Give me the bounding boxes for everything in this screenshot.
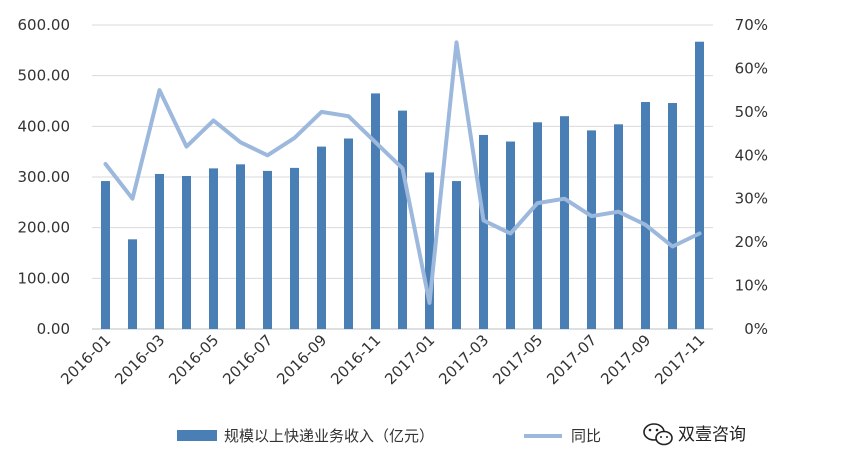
y-tick-label: 300.00 [18,168,71,186]
bar [479,134,488,329]
x-tick-label: 2017-03 [435,331,492,388]
y2-tick-label: 60% [735,59,768,77]
x-tick-label: 2017-11 [651,331,708,388]
x-tick-label: 2017-05 [489,331,546,388]
bar [452,181,461,329]
watermark: 双壹咨询 [643,423,746,446]
y-tick-label: 100.00 [18,269,71,287]
y-tick-label: 0.00 [37,320,70,338]
y2-tick-label: 10% [735,277,768,295]
y-tick-label: 600.00 [18,16,71,34]
x-tick-label: 2017-09 [597,331,654,388]
bar [533,122,542,329]
y-tick-label: 200.00 [18,219,71,237]
y2-tick-label: 50% [735,103,768,121]
legend-bar-swatch [177,430,217,441]
legend: 规模以上快递业务收入（亿元） 同比 [177,427,601,445]
bar [398,110,407,329]
y-tick-label: 500.00 [18,67,71,85]
left-axis-ticks: 0.00 100.00 200.00 300.00 400.00 500.00 600.00 [18,16,71,338]
bar [695,41,704,329]
y-tick-label: 400.00 [18,117,71,135]
bar [587,130,596,329]
bar [344,138,353,329]
y2-tick-label: 40% [735,146,768,164]
bar [614,124,623,329]
bar [371,93,380,330]
wechat-icon [643,423,673,446]
bar [128,239,137,329]
bar-series [101,41,704,330]
x-axis-ticks: 2016-012016-032016-052016-072016-092016-… [57,331,708,388]
bar [209,168,218,329]
right-axis-ticks: 0% 10% 20% 30% 40% 50% 60% 70% [735,16,768,338]
y2-tick-label: 0% [744,320,768,338]
bar [317,146,326,329]
bar [425,172,434,329]
bar [263,170,272,329]
legend-line-label: 同比 [571,427,601,445]
bar [668,103,677,329]
legend-bar-label: 规模以上快递业务收入（亿元） [224,427,434,445]
y2-tick-label: 30% [735,190,768,208]
bar [290,167,299,329]
watermark-text: 双壹咨询 [678,425,746,445]
bar [155,173,164,329]
x-tick-label: 2017-01 [381,331,438,388]
bar [236,164,245,329]
x-tick-label: 2016-03 [111,331,168,388]
x-tick-label: 2016-05 [165,331,222,388]
y2-tick-label: 20% [735,233,768,251]
bar [101,181,110,329]
x-tick-label: 2016-09 [273,331,330,388]
x-tick-label: 2016-07 [219,331,276,388]
bar [182,175,191,329]
line-series [103,40,702,305]
bar [560,116,569,329]
x-tick-label: 2016-11 [327,331,384,388]
x-tick-label: 2017-07 [543,331,600,388]
bar [641,102,650,329]
y2-tick-label: 70% [735,16,768,34]
x-tick-label: 2016-01 [57,331,114,388]
